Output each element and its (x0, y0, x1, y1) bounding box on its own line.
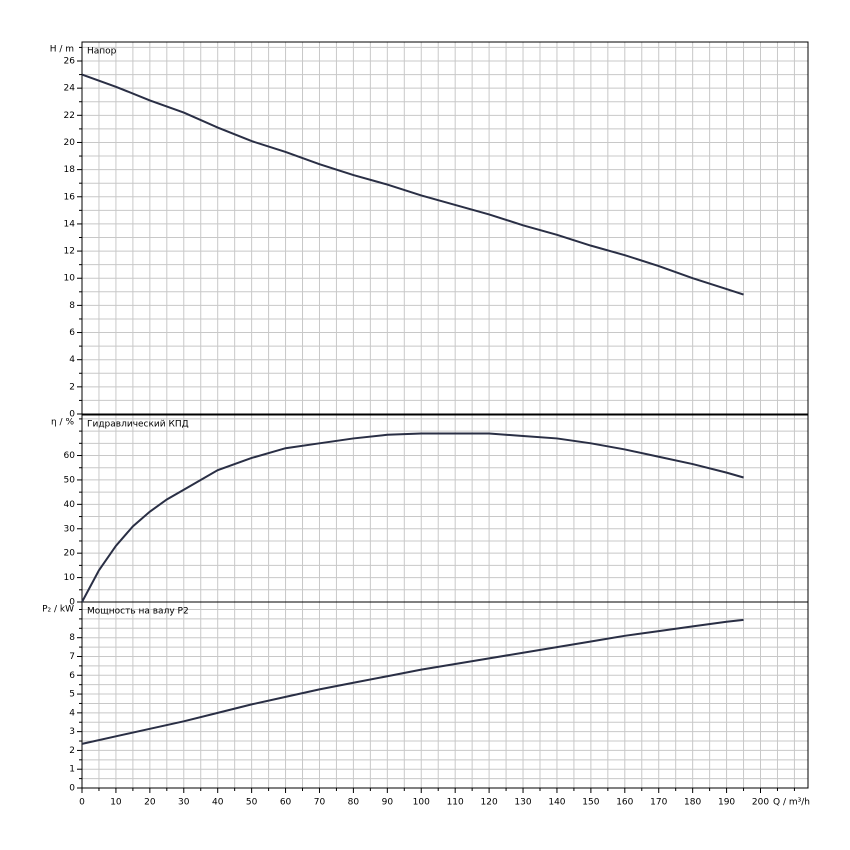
y-tick-label: 30 (64, 524, 76, 534)
y-tick-label: 18 (64, 165, 76, 175)
plot-area (82, 602, 808, 788)
x-tick-label: 120 (481, 798, 498, 808)
x-tick-label: 10 (110, 798, 122, 808)
curve (81, 432, 744, 603)
y-tick-label: 20 (64, 138, 76, 148)
y-tick-label: 4 (69, 355, 75, 365)
x-tick-label: 80 (348, 798, 360, 808)
x-tick-label: 20 (144, 798, 156, 808)
y-tick-label: 8 (69, 301, 75, 311)
y-axis-label: η / % (51, 418, 74, 428)
x-tick-label: 90 (382, 798, 394, 808)
y-tick-label: 60 (64, 451, 76, 461)
x-tick-label: 70 (314, 798, 326, 808)
y-tick-label: 4 (69, 708, 75, 718)
y-tick-label: 24 (64, 84, 76, 94)
x-tick-label: 0 (79, 798, 85, 808)
x-axis-label: Q / m³/h (773, 798, 810, 808)
y-axis-label: H / m (50, 45, 74, 55)
x-tick-label: 60 (280, 798, 292, 808)
y-tick-label: 7 (69, 652, 75, 662)
panel-title: Гидравлический КПД (87, 420, 189, 430)
y-tick-label: 3 (69, 727, 75, 737)
y-tick-label: 6 (69, 328, 75, 338)
plot-frame (81, 601, 809, 789)
x-tick-label: 50 (246, 798, 258, 808)
y-tick-label: 8 (69, 633, 75, 643)
y-tick-label: 5 (69, 690, 75, 700)
plot-area (82, 42, 808, 414)
x-tick-label: 40 (212, 798, 224, 808)
curve (81, 73, 744, 296)
panel-title: Мощность на валу P2 (87, 607, 189, 617)
y-tick-label: 0 (69, 410, 75, 420)
x-tick-label: 190 (718, 798, 735, 808)
y-tick-label: 10 (64, 573, 76, 583)
x-tick-label: 160 (616, 798, 633, 808)
plot-area (82, 415, 808, 602)
y-tick-label: 0 (69, 784, 75, 794)
panel-title: Напор (87, 47, 117, 57)
y-tick-label: 26 (64, 57, 76, 67)
y-tick-label: 16 (64, 192, 76, 202)
y-tick-label: 22 (64, 111, 75, 121)
y-tick-label: 2 (69, 382, 75, 392)
x-tick-label: 100 (413, 798, 430, 808)
y-tick-label: 6 (69, 671, 75, 681)
x-tick-label: 130 (514, 798, 531, 808)
y-tick-label: 50 (64, 475, 76, 485)
y-tick-label: 1 (69, 765, 75, 775)
y-axis-label: P₂ / kW (42, 605, 74, 615)
y-tick-label: 14 (64, 219, 76, 229)
x-tick-label: 200 (752, 798, 769, 808)
x-tick-label: 180 (684, 798, 701, 808)
y-tick-label: 2 (69, 746, 75, 756)
plot-frame (81, 41, 809, 415)
y-tick-label: 10 (64, 274, 76, 284)
x-tick-label: 140 (548, 798, 565, 808)
x-tick-label: 150 (582, 798, 599, 808)
curve (81, 618, 744, 745)
y-tick-label: 40 (64, 500, 76, 510)
y-tick-label: 12 (64, 247, 75, 257)
x-tick-label: 30 (178, 798, 190, 808)
y-tick-label: 20 (64, 549, 76, 559)
x-tick-label: 170 (650, 798, 667, 808)
x-tick-label: 110 (447, 798, 464, 808)
y-tick-label: 0 (69, 598, 75, 608)
